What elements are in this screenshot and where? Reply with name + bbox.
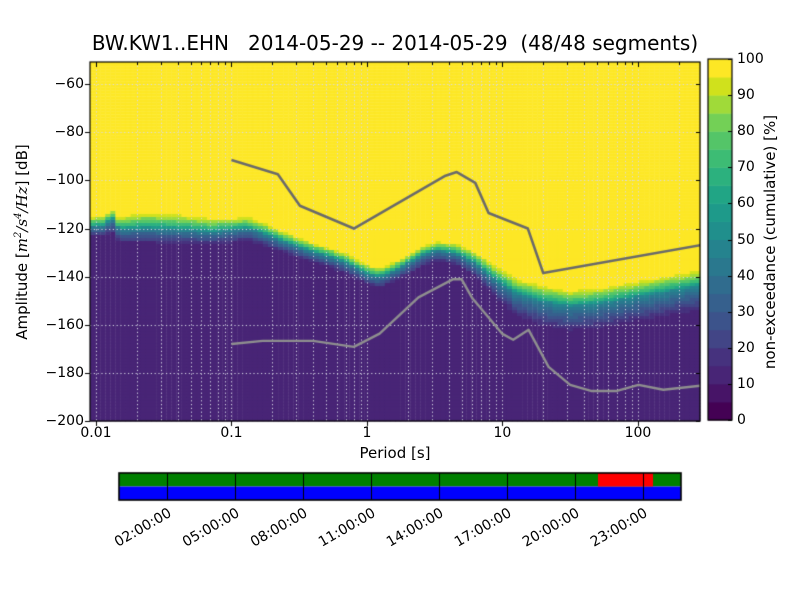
x-tick-label: 0.1 [220, 425, 243, 441]
colorbar-tick-label: 20 [737, 339, 755, 356]
x-tick-label: 100 [624, 425, 652, 441]
colorbar-tick-label: 90 [737, 87, 755, 104]
colorbar-tick-label: 30 [737, 303, 755, 320]
x-tick-label: 1 [362, 425, 372, 441]
colorbar-tick-label: 0 [737, 412, 746, 428]
y-tick-label: −100 [45, 172, 84, 189]
colorbar-tick-label: 80 [737, 123, 755, 140]
coverage-time-label: 11:00:00 [316, 505, 379, 551]
coverage-bar-canvas [108, 463, 698, 505]
y-tick-label: −160 [45, 316, 84, 333]
coverage-time-label: 23:00:00 [588, 505, 651, 551]
x-tick-label: 10 [493, 425, 512, 441]
y-tick-label: −120 [45, 220, 84, 237]
colorbar-canvas [698, 48, 778, 428]
y-tick-label: −180 [45, 364, 84, 381]
coverage-time-label: 20:00:00 [520, 505, 583, 551]
colorbar-tick-label: 100 [737, 51, 764, 67]
colorbar-tick-label: 60 [737, 195, 755, 212]
y-tick-label: −140 [45, 268, 84, 285]
coverage-time-label: 05:00:00 [180, 505, 243, 551]
coverage-time-label: 02:00:00 [112, 505, 175, 551]
colorbar-tick-label: 10 [737, 375, 755, 392]
colorbar-tick-label: 70 [737, 159, 755, 176]
plot-title: BW.KW1..EHN 2014-05-29 -- 2014-05-29 (48… [91, 31, 699, 55]
coverage-time-label: 08:00:00 [248, 505, 311, 551]
coverage-time-label: 17:00:00 [452, 505, 515, 551]
y-tick-label: −200 [45, 413, 84, 429]
x-tick-label: 0.01 [80, 425, 112, 441]
colorbar-tick-label: 40 [737, 267, 755, 284]
ppsd-heatmap-canvas [78, 50, 712, 433]
y-tick-label: −80 [54, 124, 84, 141]
colorbar-label: non-exceedance (cumulative) [%] [761, 114, 779, 370]
colorbar-tick-label: 50 [737, 231, 755, 248]
y-tick-label: −60 [54, 76, 84, 93]
x-axis-label: Period [s] [359, 444, 431, 462]
coverage-time-label: 14:00:00 [384, 505, 447, 551]
